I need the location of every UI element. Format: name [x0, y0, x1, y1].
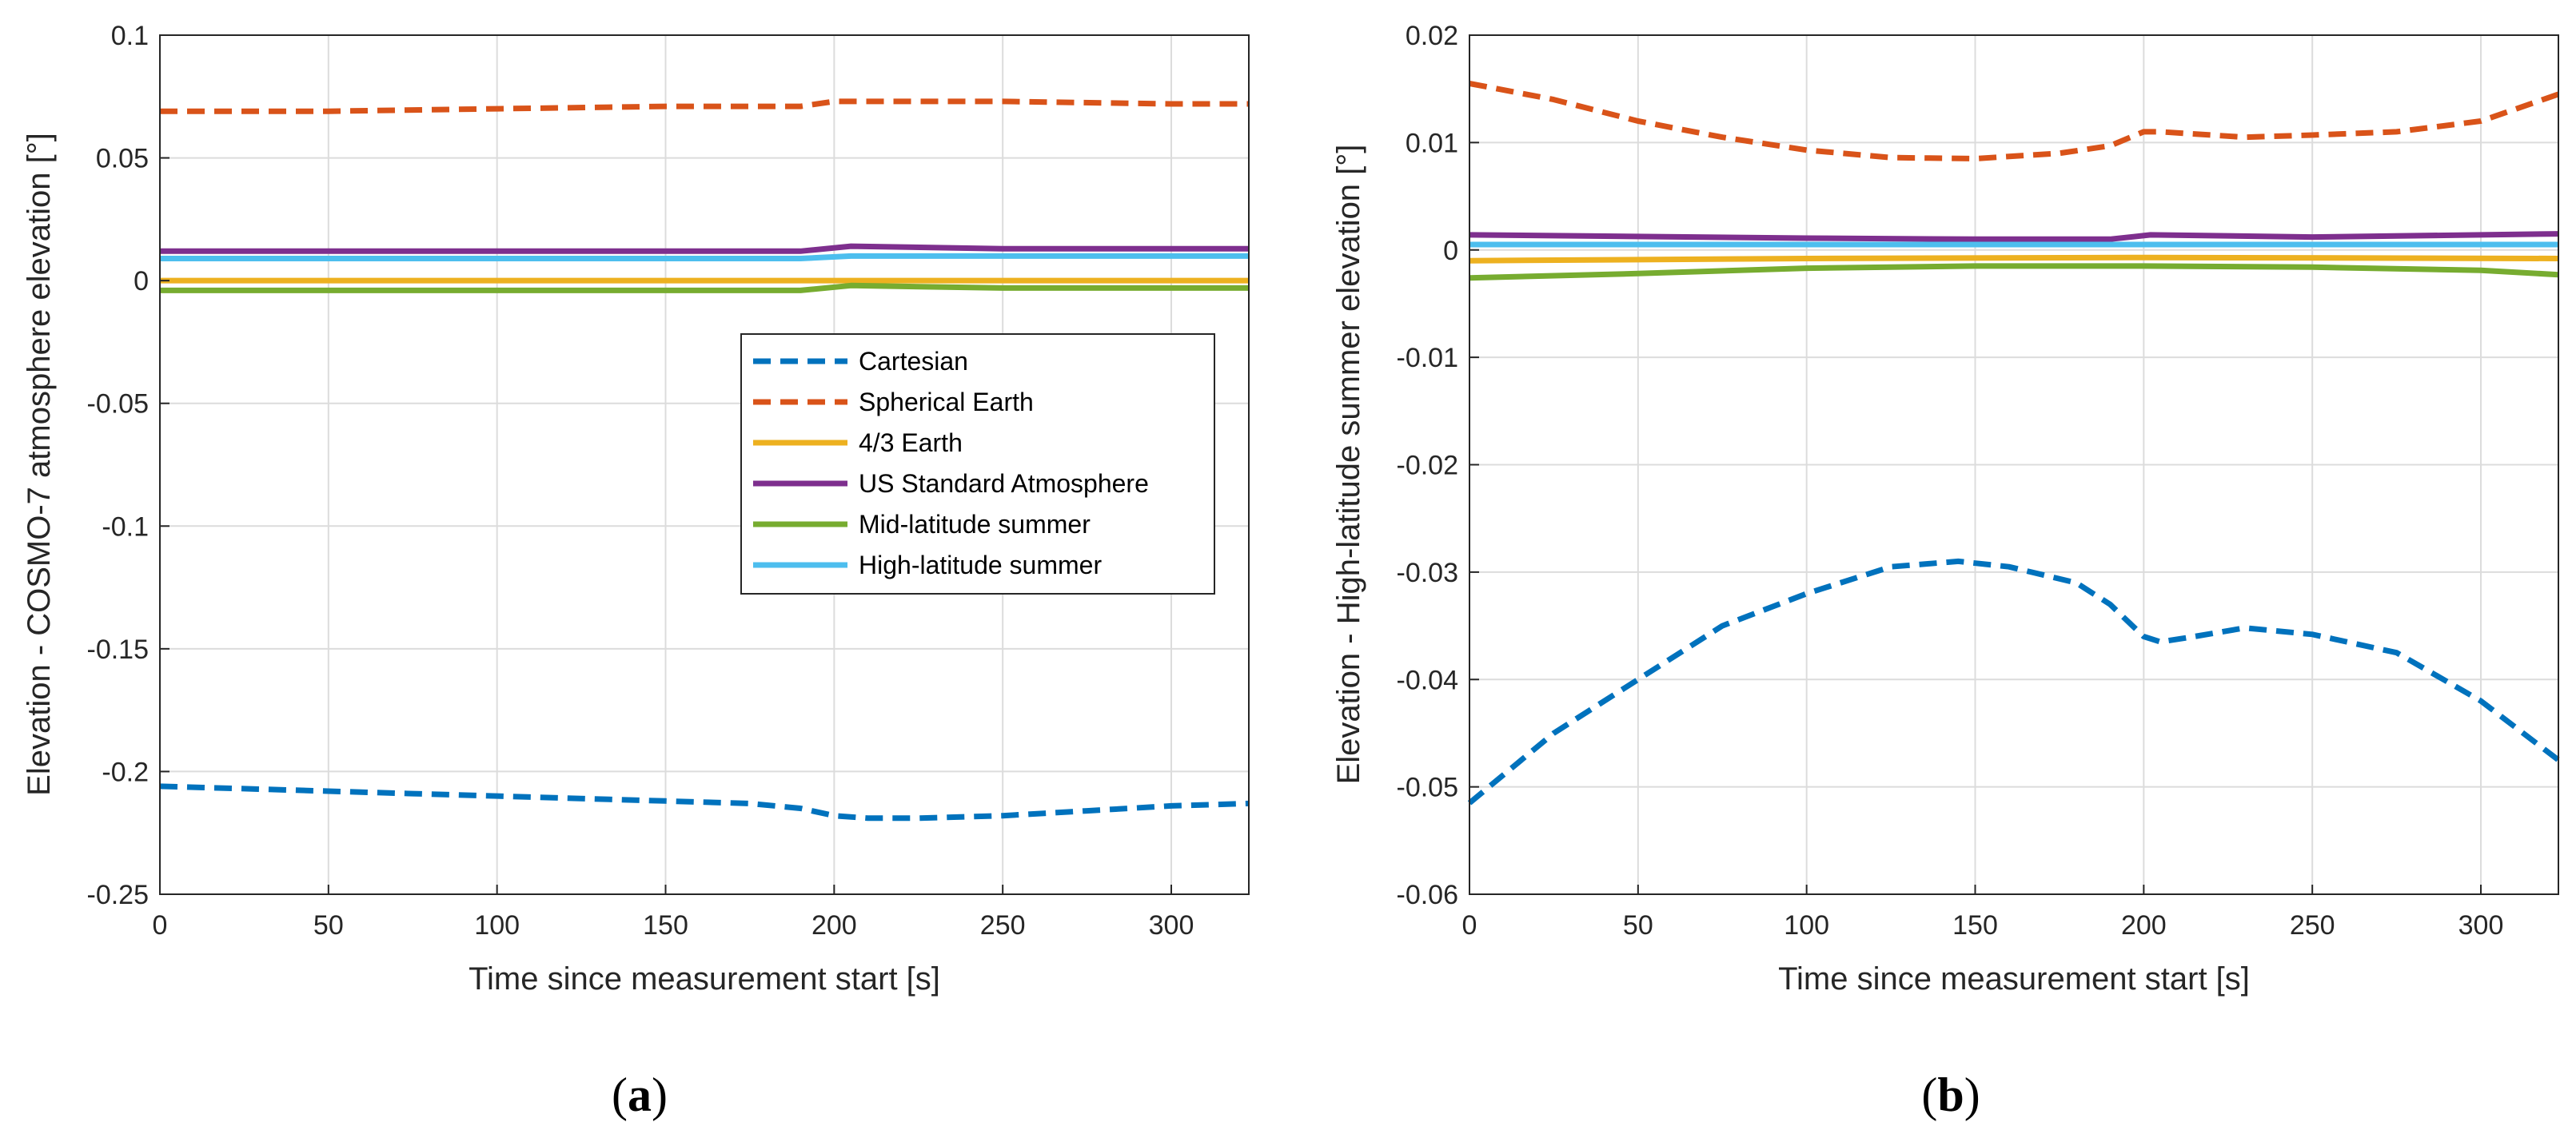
chart-a-series-spherical-earth [160, 98, 1249, 114]
chart-a-ytick-label: -0.1 [102, 511, 149, 542]
chart-b-xtick-label: 250 [2290, 910, 2335, 941]
chart-b-series-us-standard-atmosphere [1469, 231, 2559, 242]
chart-b-ytick-label: 0.02 [1406, 21, 1458, 51]
chart-a-xtick-label: 250 [980, 910, 1026, 941]
chart-b-series-cartesian [1467, 558, 2561, 806]
chart-b-subfigure-label: (b) [1921, 1068, 1980, 1121]
chart-a-xtick-label: 50 [313, 910, 344, 941]
chart-a-ytick-label: -0.2 [102, 757, 149, 787]
chart-a-series-us-standard-atmosphere [160, 243, 1249, 254]
legend-label: Spherical Earth [859, 388, 1034, 416]
chart-b-series-mid-latitude-summer [1469, 263, 2559, 281]
chart-b-ylabel: Elevation - High-latitude summer elevati… [1331, 145, 1366, 785]
chart-a-ytick-label: 0.1 [111, 21, 149, 51]
chart-b-ticks: 0 50 100 150 200 250 300 0.02 0.01 0 -0.01 -0.02 -0.… [1397, 21, 2504, 941]
chart-a-ytick-label: 0 [134, 266, 149, 296]
chart-a-series-high-latitude-summer [160, 253, 1249, 261]
chart-b-xtick-label: 150 [1952, 910, 1998, 941]
legend-label: High-latitude summer [859, 551, 1102, 579]
chart-a-series-cartesian [159, 783, 1250, 822]
chart-b-ytick-label: -0.02 [1397, 451, 1459, 481]
chart-b-xtick-label: 100 [1784, 910, 1829, 941]
chart-b-ytick-label: 0 [1443, 236, 1458, 266]
chart-a-xtick-label: 100 [474, 910, 520, 941]
chart-a-legend: Cartesian Spherical Earth 4/3 Earth US Stan… [740, 333, 1215, 595]
chart-a-ytick-label: -0.15 [87, 635, 150, 665]
chart-b-xlabel: Time since measurement start [s] [1778, 961, 2250, 997]
chart-a-ticks: 0 50 100 150 200 250 300 0.1 0.05 0 -0.05 -0.1 -0.15… [87, 21, 1194, 941]
chart-b-ytick-label: -0.06 [1397, 880, 1459, 910]
legend-label: 4/3 Earth [859, 428, 963, 457]
chart-a: 0 50 100 150 200 250 300 0.1 0.05 0 -0.05 -0.1 -0.15… [22, 21, 1250, 1121]
chart-a-series [159, 98, 1250, 822]
chart-a-xtick-label: 300 [1149, 910, 1194, 941]
chart-b-ytick-label: -0.04 [1397, 665, 1459, 695]
chart-b-xtick-label: 200 [2121, 910, 2167, 941]
legend-label: Cartesian [859, 347, 968, 376]
chart-b-series-4-3-earth [1469, 254, 2559, 264]
chart-b-ytick-label: -0.03 [1397, 558, 1459, 588]
chart-a-xlabel: Time since measurement start [s] [469, 961, 940, 997]
chart-b: 0 50 100 150 200 250 300 0.02 0.01 0 -0.01 -0.02 -0.… [1331, 21, 2561, 1121]
chart-b-xtick-label: 0 [1462, 910, 1477, 941]
legend-label: Mid-latitude summer [859, 510, 1091, 539]
chart-a-ytick-label: -0.05 [87, 389, 150, 420]
chart-a-ylabel: Elevation - COSMO-7 atmosphere elevation… [22, 133, 57, 796]
chart-a-legend-box [740, 333, 1215, 595]
legend-label: US Standard Atmosphere [859, 469, 1149, 498]
chart-a-subfigure-label: (a) [612, 1068, 668, 1121]
chart-a-ytick-label: 0.05 [96, 144, 149, 174]
chart-a-xtick-label: 150 [643, 910, 688, 941]
chart-b-ytick-label: -0.05 [1397, 773, 1459, 803]
chart-a-xtick-label: 0 [153, 910, 168, 941]
chart-a-xtick-label: 200 [811, 910, 857, 941]
chart-a-plot-frame [159, 34, 1250, 895]
chart-b-ytick-label: 0.01 [1406, 128, 1458, 158]
chart-b-ytick-label: -0.01 [1397, 343, 1459, 373]
chart-b-xtick-label: 50 [1623, 910, 1653, 941]
chart-a-ytick-label: -0.25 [87, 880, 150, 910]
chart-b-xtick-label: 300 [2458, 910, 2504, 941]
chart-b-series [1467, 81, 2561, 806]
chart-a-series-mid-latitude-summer [160, 282, 1249, 293]
